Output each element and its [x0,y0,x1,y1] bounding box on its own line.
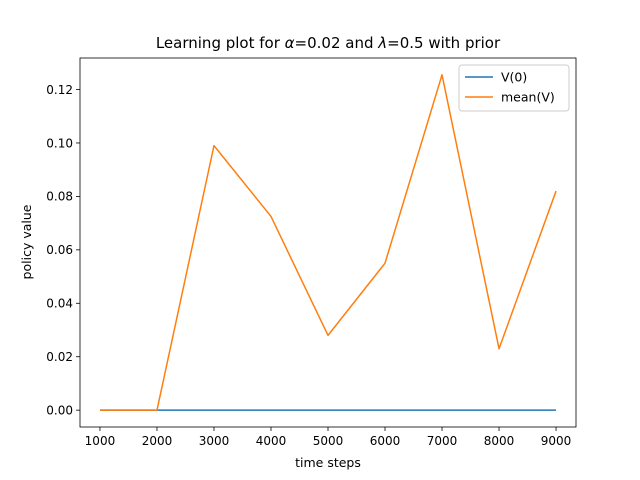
y-tick-label: 0.04 [46,297,73,311]
x-tick-label: 5000 [313,434,344,448]
x-tick-label: 8000 [484,434,515,448]
legend-entry: mean(V) [501,90,555,105]
x-axis-label: time steps [295,455,361,470]
chart-title: Learning plot for α=0.02 and λ=0.5 with … [156,34,501,52]
plot-frame [79,57,577,428]
x-tick-label: 7000 [427,434,458,448]
x-tick-label: 3000 [199,434,230,448]
x-tick-label: 4000 [256,434,287,448]
y-axis-label: policy value [19,204,34,279]
legend: V(0) mean(V) [458,64,570,112]
y-tick-label: 0.12 [46,83,73,97]
y-tick-label: 0.08 [46,190,73,204]
x-tick-label: 1000 [85,434,116,448]
y-tick-label: 0.06 [46,243,73,257]
x-tick-label: 9000 [541,434,572,448]
plot-area [79,57,577,428]
x-axis: 1000 2000 3000 4000 5000 6000 7000 8000 9000 [85,427,572,448]
x-tick-label: 2000 [142,434,173,448]
y-tick-label: 0.02 [46,350,73,364]
series-line-mean-v [99,74,557,411]
y-tick-label: 0.00 [46,403,73,417]
legend-entry: V(0) [501,70,527,85]
y-tick-label: 0.10 [46,136,73,150]
x-tick-label: 6000 [370,434,401,448]
y-axis: 0.00 0.02 0.04 0.06 0.08 0.10 0.12 [46,83,80,417]
